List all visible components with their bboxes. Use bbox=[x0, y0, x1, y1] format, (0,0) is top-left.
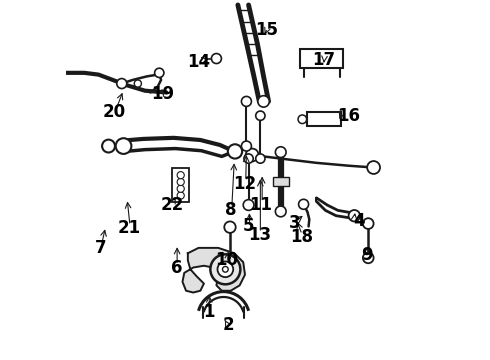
Circle shape bbox=[117, 78, 127, 89]
Circle shape bbox=[275, 206, 286, 217]
Text: 13: 13 bbox=[248, 226, 271, 244]
Circle shape bbox=[348, 210, 360, 221]
Text: 15: 15 bbox=[255, 21, 278, 39]
Text: 12: 12 bbox=[233, 175, 257, 193]
Text: 7: 7 bbox=[95, 239, 106, 257]
Circle shape bbox=[134, 80, 142, 87]
Text: 17: 17 bbox=[312, 51, 335, 69]
Circle shape bbox=[225, 255, 235, 264]
Circle shape bbox=[224, 221, 236, 233]
Circle shape bbox=[245, 149, 259, 161]
Circle shape bbox=[244, 154, 253, 163]
Circle shape bbox=[177, 185, 184, 192]
Circle shape bbox=[116, 138, 131, 154]
Circle shape bbox=[177, 192, 184, 199]
Circle shape bbox=[228, 144, 242, 158]
Text: 6: 6 bbox=[172, 258, 183, 276]
Text: 9: 9 bbox=[361, 246, 372, 264]
Text: 3: 3 bbox=[289, 214, 301, 232]
Text: 21: 21 bbox=[117, 219, 141, 237]
Text: 20: 20 bbox=[103, 103, 126, 121]
Circle shape bbox=[363, 218, 373, 229]
Text: 19: 19 bbox=[151, 85, 174, 103]
Circle shape bbox=[363, 252, 373, 263]
Text: 16: 16 bbox=[337, 107, 360, 125]
Text: 8: 8 bbox=[225, 201, 237, 219]
FancyBboxPatch shape bbox=[307, 112, 341, 126]
Circle shape bbox=[242, 141, 251, 151]
Circle shape bbox=[242, 96, 251, 107]
Circle shape bbox=[218, 261, 233, 277]
Circle shape bbox=[177, 179, 184, 185]
FancyBboxPatch shape bbox=[300, 49, 343, 68]
Text: 10: 10 bbox=[216, 251, 239, 269]
Text: 5: 5 bbox=[243, 217, 254, 235]
Text: 11: 11 bbox=[249, 196, 272, 214]
Circle shape bbox=[155, 68, 164, 77]
Circle shape bbox=[243, 200, 254, 210]
Circle shape bbox=[210, 254, 241, 284]
Circle shape bbox=[298, 115, 307, 123]
Text: 18: 18 bbox=[291, 228, 314, 246]
Circle shape bbox=[298, 199, 309, 209]
Text: 4: 4 bbox=[353, 212, 365, 230]
Text: 2: 2 bbox=[223, 316, 235, 334]
Circle shape bbox=[211, 54, 221, 64]
Circle shape bbox=[256, 154, 265, 163]
FancyBboxPatch shape bbox=[273, 177, 289, 186]
Circle shape bbox=[222, 266, 228, 272]
Circle shape bbox=[177, 172, 184, 179]
Circle shape bbox=[102, 140, 115, 153]
Text: 14: 14 bbox=[187, 53, 210, 71]
Circle shape bbox=[256, 111, 265, 120]
FancyBboxPatch shape bbox=[172, 168, 189, 202]
Polygon shape bbox=[182, 248, 245, 293]
Circle shape bbox=[258, 96, 270, 107]
Text: 22: 22 bbox=[160, 196, 183, 214]
Text: 1: 1 bbox=[203, 303, 215, 321]
Circle shape bbox=[275, 147, 286, 157]
Circle shape bbox=[367, 161, 380, 174]
